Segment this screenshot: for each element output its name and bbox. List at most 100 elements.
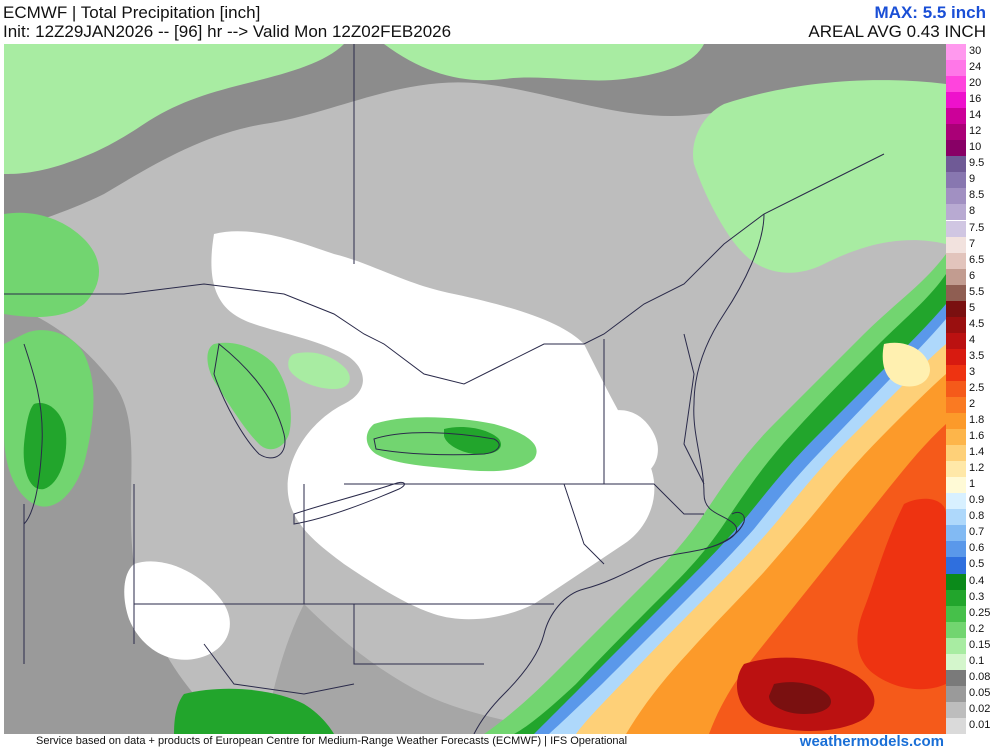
legend-row: 5 (946, 300, 1000, 317)
legend-label: 0.5 (969, 558, 985, 571)
legend-row: 0.08 (946, 669, 1000, 686)
legend-label: 0.25 (969, 606, 991, 619)
precipitation-map-canvas (4, 44, 946, 734)
legend-label: 0.8 (969, 510, 985, 523)
legend-label: 1.4 (969, 446, 985, 459)
legend-row: 3 (946, 364, 1000, 381)
lake-michigan-shore (23, 343, 43, 525)
legend-swatch (946, 413, 966, 430)
legend-label: 0.01 (969, 718, 991, 731)
legend-label: 0.3 (969, 590, 985, 603)
legend-row: 12 (946, 124, 1000, 141)
legend-row: 0.25 (946, 605, 1000, 622)
legend-swatch (946, 284, 966, 301)
legend-label: 8 (969, 205, 976, 218)
legend-swatch (946, 557, 966, 574)
lake-huron-shore (213, 343, 286, 459)
legend-label: 10 (969, 141, 982, 154)
legend-swatch (946, 316, 966, 333)
legend-label: 1.2 (969, 462, 985, 475)
legend-label: 24 (969, 61, 982, 74)
pale-yellow-offshore-north (882, 342, 930, 387)
connecticut-ma-border (604, 483, 704, 515)
areal-average-label: AREAL AVG 0.43 INCH (808, 22, 986, 41)
legend-label: 5 (969, 301, 976, 314)
legend-row: 2 (946, 397, 1000, 414)
legend-row: 0.7 (946, 525, 1000, 542)
legend-label: 1 (969, 478, 976, 491)
legend-label: 20 (969, 77, 982, 90)
legend-row: 0.9 (946, 493, 1000, 510)
legend-label: 1.6 (969, 430, 985, 443)
legend-row: 6.5 (946, 252, 1000, 269)
legend-row: 4.5 (946, 316, 1000, 333)
legend-row: 1.4 (946, 445, 1000, 462)
political-boundaries (4, 44, 885, 695)
precipitation-color-legend: 30 24 20 16 14 12 10 9.5 9 8.5 8 7.5 7 6.5 6 5.5 5 4.5 4 3.… (946, 44, 1000, 734)
legend-swatch (946, 92, 966, 109)
legend-swatch (946, 685, 966, 702)
legend-label: 12 (969, 125, 982, 138)
legend-row: 0.4 (946, 573, 1000, 590)
legend-row: 1.2 (946, 461, 1000, 478)
legend-row: 5.5 (946, 284, 1000, 301)
legend-label: 16 (969, 93, 982, 106)
legend-row: 24 (946, 60, 1000, 77)
legend-row: 8.5 (946, 188, 1000, 205)
legend-swatch (946, 525, 966, 542)
legend-row: 0.01 (946, 717, 1000, 734)
legend-row: 0.5 (946, 557, 1000, 574)
legend-row: 14 (946, 108, 1000, 125)
legend-row: 4 (946, 332, 1000, 349)
legend-label: 0.2 (969, 622, 985, 635)
legend-row: 0.8 (946, 509, 1000, 526)
legend-row: 0.02 (946, 701, 1000, 718)
legend-label: 0.6 (969, 542, 985, 555)
legend-swatch (946, 589, 966, 606)
legend-swatch (946, 621, 966, 638)
legend-swatch (946, 701, 966, 718)
legend-swatch (946, 348, 966, 365)
legend-swatch (946, 204, 966, 221)
legend-swatch (946, 461, 966, 478)
legend-label: 4 (969, 333, 976, 346)
legend-row: 0.2 (946, 621, 1000, 638)
legend-label: 3 (969, 365, 976, 378)
green-lake-michigan-core (23, 403, 67, 490)
precipitation-map[interactable] (4, 44, 946, 734)
legend-swatch (946, 236, 966, 253)
site-link[interactable]: weathermodels.com (799, 733, 944, 750)
lake-ontario-shore (373, 432, 500, 456)
legend-label: 9.5 (969, 157, 985, 170)
footer-bar: Service based on data + products of Euro… (0, 733, 1000, 750)
legend-label: 0.05 (969, 686, 991, 699)
legend-swatch (946, 493, 966, 510)
legend-swatch (946, 669, 966, 686)
legend-swatch (946, 172, 966, 189)
dry-zone-southwest (124, 561, 230, 660)
legend-row: 2.5 (946, 380, 1000, 397)
gray-band-north (4, 44, 946, 234)
legend-label: 2 (969, 398, 976, 411)
legend-label: 0.4 (969, 574, 985, 587)
new-jersey-border (563, 483, 605, 565)
legend-swatch (946, 60, 966, 77)
legend-label: 7.5 (969, 221, 985, 234)
light-green-north (384, 44, 704, 81)
legend-swatch (946, 717, 966, 734)
legend-row: 9.5 (946, 156, 1000, 173)
legend-swatch (946, 220, 966, 237)
map-title: ECMWF | Total Precipitation [inch] (3, 3, 261, 22)
legend-swatch (946, 429, 966, 446)
virginia-west-virginia-border (203, 643, 355, 695)
legend-swatch (946, 332, 966, 349)
legend-label: 0.15 (969, 638, 991, 651)
legend-row: 1.8 (946, 413, 1000, 430)
legend-row: 0.6 (946, 541, 1000, 558)
legend-swatch (946, 573, 966, 590)
max-value-label: MAX: 5.5 inch (874, 3, 986, 22)
header-bar: ECMWF | Total Precipitation [inch] Init:… (0, 0, 1000, 44)
red-offshore-east (857, 498, 946, 690)
legend-row: 9 (946, 172, 1000, 189)
legend-label: 2.5 (969, 381, 985, 394)
